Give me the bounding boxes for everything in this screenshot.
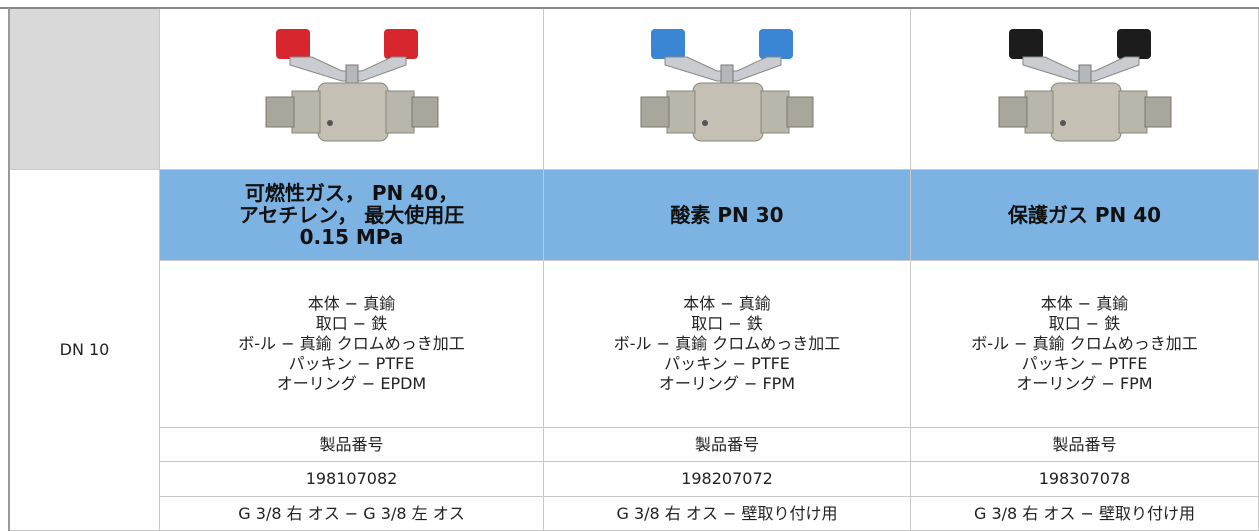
connection-cell: G 3/8 右 オス − 壁取り付け用 — [544, 497, 911, 531]
material-line: 取口 − 鉄 — [315, 314, 388, 333]
image-cell — [544, 9, 911, 170]
material-line: パッキン − PTFE — [1021, 354, 1148, 373]
image-cell — [160, 9, 544, 170]
part-number-cell: 198207072 — [544, 462, 911, 497]
valve-image — [998, 29, 1171, 142]
title-line: アセチレン， 最大使用圧 — [238, 203, 465, 227]
materials-cell: 本体 − 真鍮 取口 − 鉄ボ-ル − 真鍮 クロムめっき加工 パッキン − PTF… — [160, 261, 544, 428]
connection: G 3/8 右 オス − G 3/8 左 オス — [238, 503, 465, 523]
material-line: 取口 − 鉄 — [691, 314, 763, 333]
title-line: 0.15 MPa — [299, 225, 404, 249]
top-border — [0, 7, 1259, 9]
materials-cell: 本体 − 真鍮 取口 − 鉄ボ-ル − 真鍮 クロムめっき加工 パッキン − PTF… — [911, 261, 1259, 428]
connection: G 3/8 右 オス − 壁取り付け用 — [616, 503, 838, 523]
part-number: 198107082 — [305, 469, 398, 488]
material-line: 本体 − 真鍮 — [307, 294, 396, 313]
material-line: 本体 − 真鍮 — [683, 294, 771, 313]
part-label-cell: 製品番号 — [160, 428, 544, 462]
material-line: ボ-ル − 真鍮 クロムめっき加工 — [613, 334, 841, 353]
material-line: ボ-ル − 真鍮 クロムめっき加工 — [971, 334, 1198, 353]
material-line: 本体 − 真鍮 — [1040, 294, 1129, 313]
left-border — [8, 8, 10, 531]
title-line: 酸素 PN 30 — [670, 203, 784, 227]
valve-image — [640, 29, 814, 142]
material-line: パッキン − PTFE — [664, 354, 790, 373]
part-label: 製品番号 — [694, 434, 759, 454]
size-label: DN 10 — [59, 340, 110, 359]
title-cell: 酸素 PN 30 — [544, 170, 911, 261]
image-cell — [911, 9, 1259, 170]
part-number: 198307078 — [1038, 469, 1131, 488]
part-number-cell: 198307078 — [911, 462, 1259, 497]
connection-cell: G 3/8 右 オス − 壁取り付け用 — [911, 497, 1259, 531]
title-cell: 可燃性ガス， PN 40， アセチレン， 最大使用圧 0.15 MPa — [160, 170, 544, 261]
materials-cell: 本体 − 真鍮 取口 − 鉄ボ-ル − 真鍮 クロムめっき加工 パッキン − PTF… — [544, 261, 911, 428]
part-number-cell: 198107082 — [160, 462, 544, 497]
corner-cell — [10, 9, 160, 170]
title-line: 保護ガス PN 40 — [1007, 203, 1162, 227]
material-line: ボ-ル − 真鍮 クロムめっき加工 — [238, 334, 465, 353]
part-label-cell: 製品番号 — [544, 428, 911, 462]
part-number: 198207072 — [681, 469, 773, 488]
size-cell: DN 10 — [10, 170, 160, 531]
connection-cell: G 3/8 右 オス − G 3/8 左 オス — [160, 497, 544, 531]
title-cell: 保護ガス PN 40 — [911, 170, 1259, 261]
title-line: 可燃性ガス， PN 40， — [244, 181, 459, 205]
connection: G 3/8 右 オス − 壁取り付け用 — [974, 503, 1195, 523]
material-line: オーリング − FPM — [658, 374, 796, 393]
part-label: 製品番号 — [319, 434, 384, 454]
part-label: 製品番号 — [1052, 434, 1117, 454]
valve-image — [265, 29, 438, 142]
material-line: オーリング − EPDM — [276, 374, 427, 393]
part-label-cell: 製品番号 — [911, 428, 1259, 462]
material-line: パッキン − PTFE — [288, 354, 415, 373]
material-line: 取口 − 鉄 — [1048, 314, 1121, 333]
material-line: オーリング − FPM — [1016, 374, 1153, 393]
